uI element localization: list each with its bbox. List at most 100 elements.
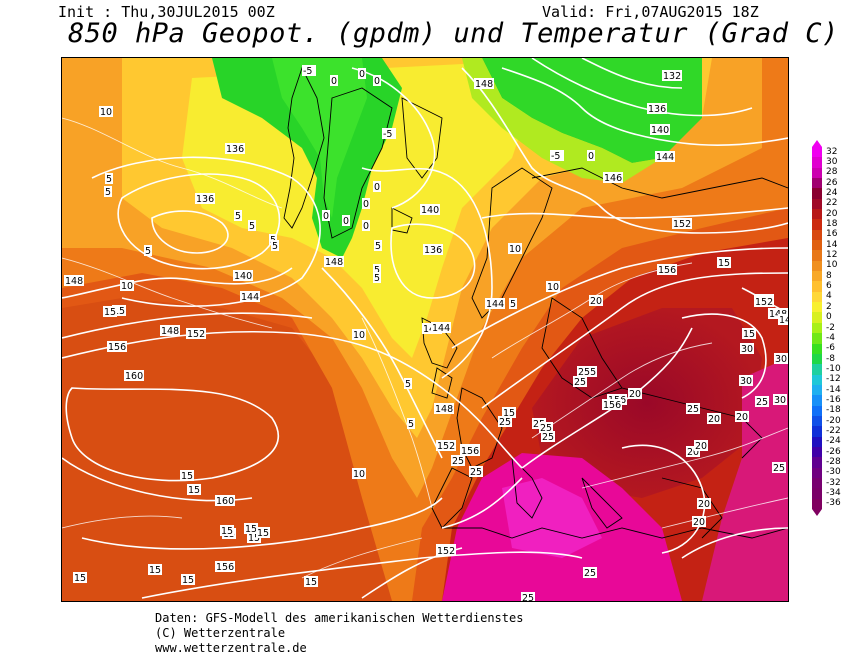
temperature-label: 30 — [740, 343, 754, 355]
legend-swatch — [812, 405, 822, 417]
temperature-label: 5 — [373, 264, 381, 276]
temperature-label: 0 — [362, 198, 370, 210]
svg-text:5: 5 — [106, 174, 112, 185]
temperature-label: 25 — [772, 462, 786, 474]
svg-text:30: 30 — [774, 395, 786, 406]
legend-swatch — [812, 229, 822, 241]
svg-text:136: 136 — [226, 144, 244, 155]
temperature-label: 20 — [707, 413, 721, 425]
temperature-label: 15 — [112, 305, 126, 317]
svg-text:30: 30 — [775, 354, 787, 365]
svg-text:144: 144 — [432, 323, 450, 334]
legend-label: -30 — [826, 467, 841, 478]
svg-text:5: 5 — [249, 221, 255, 232]
legend-swatch — [812, 302, 822, 313]
temperature-label: 15 — [103, 306, 117, 318]
geopotential-label: 144 — [431, 322, 451, 334]
legend-label: 14 — [826, 239, 838, 250]
temperature-label: 25 — [686, 403, 700, 415]
svg-text:20: 20 — [693, 517, 705, 528]
svg-text:15: 15 — [743, 329, 755, 340]
svg-text:15: 15 — [245, 524, 257, 535]
legend-label: -26 — [826, 446, 841, 457]
temperature-label: 5 — [144, 245, 152, 257]
temperature-label: 15 — [304, 576, 318, 588]
legend-swatch — [812, 188, 822, 200]
svg-text:15: 15 — [113, 306, 125, 317]
geopotential-label: 144 — [655, 151, 675, 163]
svg-text:136: 136 — [648, 104, 666, 115]
legend-swatch — [812, 364, 822, 376]
svg-text:0: 0 — [323, 211, 329, 222]
legend-label: -12 — [826, 374, 841, 385]
legend-swatch — [812, 178, 822, 189]
temp-field-west — [62, 298, 402, 601]
chart-title: 850 hPa Geopot. (gpdm) und Temperatur (G… — [68, 18, 839, 49]
temperature-label: 25 — [583, 567, 597, 579]
legend-swatch — [812, 415, 822, 427]
svg-text:25: 25 — [499, 417, 511, 428]
geopotential-label: 152 — [186, 328, 206, 340]
temperature-label: 5 — [105, 173, 113, 185]
svg-text:148: 148 — [325, 257, 343, 268]
legend-label: -18 — [826, 405, 841, 416]
svg-text:10: 10 — [547, 282, 559, 293]
svg-text:20: 20 — [698, 499, 710, 510]
svg-text:0: 0 — [343, 216, 349, 227]
geopotential-label: 136 — [423, 244, 443, 256]
svg-text:152: 152 — [187, 329, 205, 340]
temperature-label: 5 — [248, 220, 256, 232]
svg-text:146: 146 — [604, 173, 622, 184]
svg-text:10: 10 — [509, 244, 521, 255]
temperature-label: 5 — [373, 272, 381, 284]
legend-label: -20 — [826, 415, 841, 426]
temperature-label: 25 — [573, 376, 587, 388]
geopotential-label: 152 — [754, 296, 774, 308]
legend-label: -22 — [826, 425, 841, 436]
temperature-label: 20 — [694, 440, 708, 452]
svg-text:20: 20 — [687, 447, 699, 458]
temperature-label: 25 — [539, 422, 553, 434]
legend-swatch — [812, 312, 822, 324]
temperature-label: 255 — [577, 366, 597, 378]
svg-text:5: 5 — [235, 211, 241, 222]
legend-label: -32 — [826, 477, 841, 488]
legend-swatch — [812, 457, 822, 469]
svg-text:15: 15 — [182, 575, 194, 586]
svg-text:20: 20 — [736, 412, 748, 423]
legend-label: -28 — [826, 456, 841, 467]
temperature-label: 20 — [628, 388, 642, 400]
legend-swatch — [812, 353, 822, 365]
temperature-label: 15 — [717, 257, 731, 269]
svg-text:5: 5 — [405, 379, 411, 390]
svg-text:0: 0 — [331, 76, 337, 87]
svg-text:160: 160 — [125, 371, 143, 382]
svg-text:140: 140 — [421, 205, 439, 216]
legend-swatch — [812, 333, 822, 344]
temperature-label: 25 — [451, 455, 465, 467]
legend-label: 18 — [826, 219, 838, 230]
geopotential-label: 156 — [602, 399, 622, 411]
legend-swatch — [812, 157, 822, 169]
temp-field-magenta2 — [502, 478, 602, 558]
temperature-label: -5 — [302, 65, 316, 77]
legend-color-bar — [812, 147, 822, 510]
svg-text:25: 25 — [470, 467, 482, 478]
legend-label: 24 — [826, 188, 838, 199]
legend-label: 30 — [826, 157, 838, 167]
svg-text:5: 5 — [145, 246, 151, 257]
svg-text:140: 140 — [651, 125, 669, 136]
svg-text:5: 5 — [272, 241, 278, 252]
legend-label: 20 — [826, 208, 838, 219]
svg-text:15: 15 — [149, 565, 161, 576]
legend-label: 10 — [826, 260, 838, 271]
svg-text:148: 148 — [475, 79, 493, 90]
svg-text:20: 20 — [708, 414, 720, 425]
legend-swatch — [812, 436, 822, 448]
geopotential-label: 148 — [160, 325, 180, 337]
footer-data-source: Daten: GFS-Modell des amerikanischen Wet… — [155, 611, 524, 625]
geopotential-contours — [62, 58, 788, 599]
legend-swatch — [812, 426, 822, 438]
legend-swatch — [812, 374, 822, 386]
legend-label: 12 — [826, 250, 838, 261]
